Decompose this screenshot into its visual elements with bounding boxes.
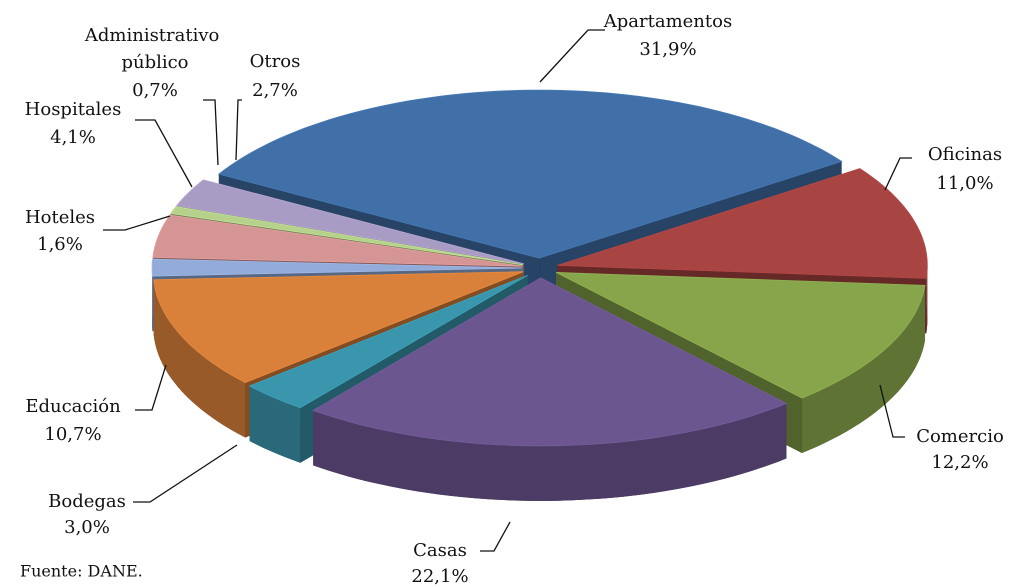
slice-wall — [249, 386, 301, 463]
slice — [557, 168, 928, 279]
category-label: Casas — [413, 540, 467, 561]
value-label: 1,6% — [37, 234, 83, 255]
leader-line — [103, 215, 171, 231]
slice — [555, 272, 926, 399]
value-label: 12,2% — [931, 452, 988, 473]
leader-line — [135, 364, 167, 411]
value-label: 0,7% — [132, 80, 178, 101]
slice — [151, 258, 523, 277]
slice-wall — [153, 279, 246, 438]
leader-line — [879, 384, 905, 438]
category-label: Educación — [25, 396, 121, 417]
leader-line — [135, 119, 193, 188]
slice-side — [249, 275, 528, 442]
value-label: 22,1% — [411, 566, 468, 587]
category-label: Hoteles — [25, 207, 95, 228]
category-label: Bodegas — [48, 491, 126, 512]
category-label: Otros — [250, 51, 301, 72]
source-note: Fuente: DANE. — [20, 562, 143, 581]
leader-line — [480, 521, 511, 552]
value-label: 11,0% — [936, 173, 993, 194]
category-label: Oficinas — [928, 144, 1002, 165]
slice — [153, 271, 524, 383]
value-label: 4,1% — [50, 127, 96, 148]
slice — [175, 179, 524, 265]
slice-wall — [313, 403, 787, 501]
value-label: 3,0% — [64, 517, 110, 538]
slice — [312, 277, 788, 447]
slice-wall — [802, 285, 925, 453]
leader-line — [235, 99, 242, 161]
category-label: Hospitales — [25, 99, 122, 120]
leader-line — [203, 99, 219, 166]
slice-wall — [926, 265, 928, 334]
leader-line — [539, 29, 605, 83]
category-label: Administrativo público — [84, 25, 225, 73]
slice — [217, 89, 843, 259]
leader-line — [133, 444, 238, 503]
value-label: 31,9% — [639, 39, 696, 60]
slice — [152, 214, 523, 267]
category-label: Apartamentos — [603, 11, 732, 32]
slice — [169, 206, 524, 266]
leader-line — [884, 157, 912, 191]
slice — [248, 274, 528, 409]
value-label: 2,7% — [252, 80, 298, 101]
category-label: Comercio — [916, 426, 1004, 447]
value-label: 10,7% — [44, 424, 101, 445]
